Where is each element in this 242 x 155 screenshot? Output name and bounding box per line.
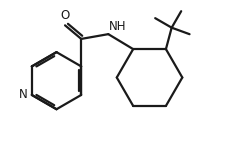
- Text: NH: NH: [109, 20, 127, 33]
- Text: O: O: [60, 9, 70, 22]
- Text: N: N: [19, 89, 28, 101]
